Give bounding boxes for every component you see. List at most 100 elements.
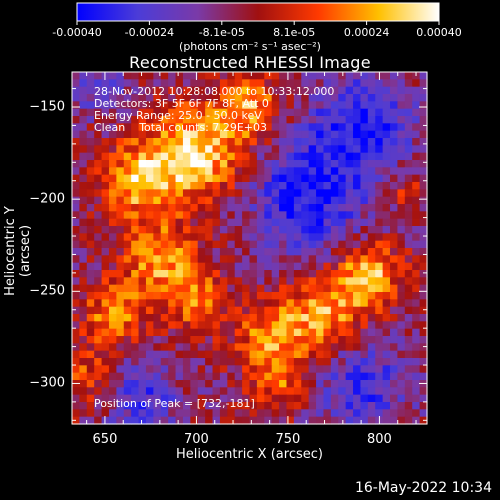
- heatmap-cell: [131, 350, 140, 359]
- heatmap-cell: [242, 240, 251, 249]
- heatmap-cell: [264, 240, 273, 249]
- heatmap-cell: [79, 358, 88, 366]
- heatmap-cell: [212, 328, 221, 337]
- heatmap-cell: [293, 328, 302, 337]
- heatmap-cell: [256, 270, 265, 278]
- heatmap-cell: [264, 130, 273, 139]
- heatmap-cell: [227, 314, 236, 322]
- heatmap-cell: [79, 196, 88, 205]
- heatmap-cell: [382, 262, 391, 271]
- heatmap-cell: [160, 233, 169, 242]
- heatmap-cell: [323, 394, 332, 403]
- heatmap-cell: [382, 138, 391, 146]
- heatmap-cell: [308, 277, 317, 286]
- heatmap-cell: [308, 248, 317, 256]
- heatmap-cell: [323, 123, 332, 132]
- heatmap-cell: [256, 123, 265, 132]
- heatmap-cell: [279, 350, 288, 359]
- heatmap-cell: [227, 226, 236, 234]
- heatmap-cell: [308, 387, 317, 396]
- heatmap-cell: [94, 94, 103, 102]
- heatmap-cell: [101, 240, 110, 249]
- heatmap-cell: [182, 233, 191, 242]
- heatmap-cell: [404, 270, 413, 278]
- heatmap-cell: [308, 167, 317, 176]
- heatmap-cell: [308, 145, 317, 154]
- heatmap-cell: [160, 284, 169, 293]
- heatmap-cell: [390, 328, 399, 337]
- heatmap-cell: [419, 116, 428, 124]
- heatmap-cell: [138, 336, 147, 344]
- heatmap-cell: [412, 189, 421, 198]
- heatmap-cell: [175, 402, 184, 410]
- heatmap-cell: [175, 189, 184, 198]
- heatmap-cell: [279, 101, 288, 110]
- heatmap-cell: [153, 394, 162, 403]
- heatmap-cell: [338, 314, 347, 322]
- heatmap-cell: [160, 240, 169, 249]
- heatmap-cell: [338, 145, 347, 154]
- heatmap-cell: [345, 299, 354, 308]
- heatmap-cell: [330, 350, 339, 359]
- heatmap-cell: [160, 108, 169, 117]
- heatmap-cell: [271, 108, 280, 117]
- heatmap-cell: [197, 174, 206, 183]
- heatmap-cell: [264, 167, 273, 176]
- heatmap-cell: [301, 416, 310, 425]
- heatmap-cell: [212, 226, 221, 234]
- heatmap-cell: [323, 365, 332, 374]
- heatmap-cell: [182, 189, 191, 198]
- heatmap-cell: [286, 160, 295, 168]
- heatmap-cell: [182, 343, 191, 352]
- heatmap-cell: [308, 299, 317, 308]
- heatmap-cell: [301, 196, 310, 205]
- heatmap-cell: [301, 343, 310, 352]
- heatmap-cell: [145, 328, 154, 337]
- heatmap-cell: [205, 145, 214, 154]
- heatmap-cell: [382, 240, 391, 249]
- heatmap-cell: [412, 233, 421, 242]
- heatmap-cell: [397, 160, 406, 168]
- heatmap-cell: [219, 240, 228, 249]
- heatmap-cell: [360, 152, 369, 161]
- heatmap-cell: [219, 343, 228, 352]
- heatmap-cell: [256, 240, 265, 249]
- heatmap-cell: [234, 240, 243, 249]
- heatmap-cell: [182, 372, 191, 381]
- heatmap-cell: [168, 72, 177, 80]
- heatmap-cell: [242, 299, 251, 308]
- heatmap-cell: [234, 101, 243, 110]
- heatmap-cell: [412, 387, 421, 396]
- heatmap-cell: [72, 372, 80, 381]
- heatmap-cell: [279, 284, 288, 293]
- heatmap-cell: [397, 145, 406, 154]
- heatmap-cell: [279, 336, 288, 344]
- heatmap-cell: [256, 174, 265, 183]
- heatmap-cell: [316, 130, 325, 139]
- heatmap-cell: [123, 394, 132, 403]
- heatmap-cell: [182, 101, 191, 110]
- heatmap-cell: [286, 94, 295, 102]
- heatmap-cell: [101, 380, 110, 388]
- heatmap-cell: [382, 321, 391, 330]
- heatmap-cell: [338, 174, 347, 183]
- heatmap-cell: [94, 182, 103, 190]
- heatmap-cell: [168, 358, 177, 366]
- heatmap-cell: [79, 226, 88, 234]
- heatmap-cell: [116, 108, 125, 117]
- heatmap-cell: [108, 336, 117, 344]
- heatmap-cell: [397, 358, 406, 366]
- heatmap-cell: [160, 380, 169, 388]
- heatmap-cell: [249, 328, 258, 337]
- heatmap-cell: [219, 336, 228, 344]
- heatmap-cell: [249, 79, 258, 88]
- heatmap-cell: [197, 343, 206, 352]
- heatmap-cell: [308, 94, 317, 102]
- heatmap-cell: [190, 145, 199, 154]
- heatmap-cell: [390, 306, 399, 315]
- heatmap-cell: [242, 248, 251, 256]
- heatmap-cell: [234, 402, 243, 410]
- heatmap-cell: [197, 196, 206, 205]
- heatmap-cell: [419, 380, 428, 388]
- heatmap-cell: [219, 409, 228, 418]
